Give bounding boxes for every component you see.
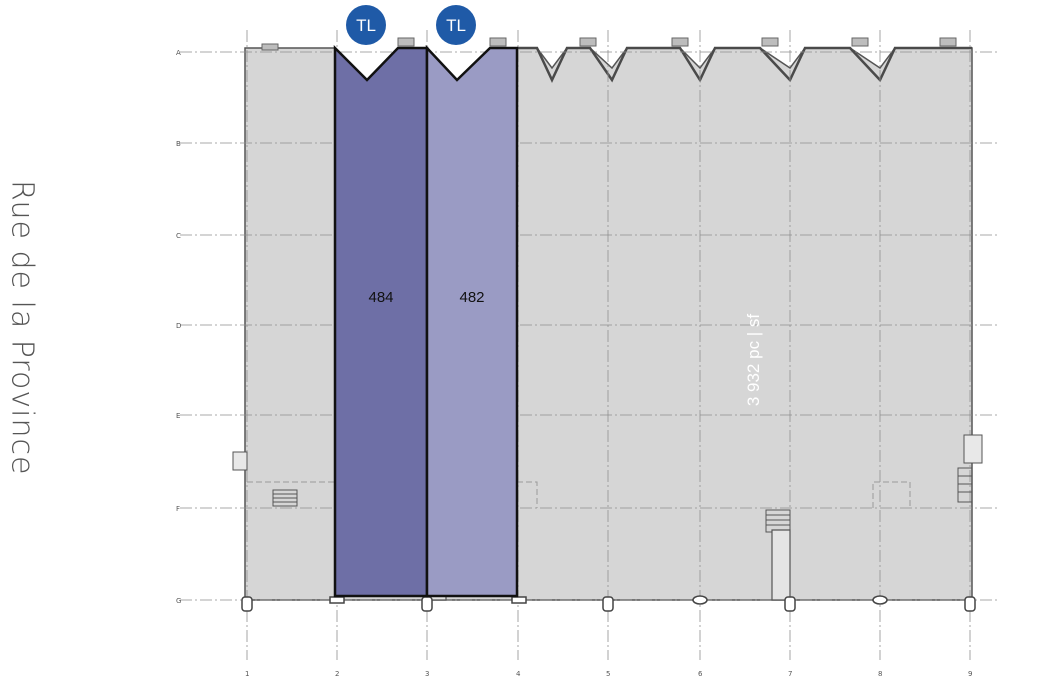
tl-badge-484[interactable]: TL bbox=[346, 5, 386, 45]
col-marker-7: 7 bbox=[788, 670, 792, 678]
row-markers: A B C D E F G bbox=[176, 49, 181, 605]
col-marker-4: 4 bbox=[516, 670, 521, 678]
column-footings bbox=[241, 595, 976, 612]
street-name-text: Rue de la Province bbox=[4, 180, 40, 476]
row-marker-g: G bbox=[176, 597, 181, 605]
area-label: 3 932 pc | sf bbox=[744, 314, 763, 407]
side-entrances bbox=[232, 434, 983, 471]
row-marker-d: D bbox=[176, 322, 181, 330]
unit-484-number: 484 bbox=[368, 289, 393, 306]
dock-doors bbox=[261, 37, 957, 51]
col-marker-3: 3 bbox=[425, 670, 429, 678]
col-marker-2: 2 bbox=[335, 670, 339, 678]
col-marker-6: 6 bbox=[698, 670, 703, 678]
street-name: Rue de la Province bbox=[2, 158, 42, 498]
unit-484-area[interactable] bbox=[333, 44, 429, 598]
row-marker-b: B bbox=[176, 140, 181, 148]
mezzanine-line-right bbox=[872, 481, 911, 508]
column-markers: 1 2 3 4 5 6 7 8 9 bbox=[245, 670, 972, 678]
row-marker-c: C bbox=[176, 232, 181, 240]
col-marker-9: 9 bbox=[968, 670, 972, 678]
col-marker-8: 8 bbox=[878, 670, 882, 678]
unit-482-number: 482 bbox=[459, 289, 484, 306]
row-marker-a: A bbox=[176, 49, 181, 57]
col-marker-1: 1 bbox=[245, 670, 249, 678]
mezzanine-line bbox=[247, 481, 538, 508]
tl-badge-484-text: TL bbox=[356, 16, 376, 35]
unit-482-area[interactable] bbox=[425, 44, 519, 598]
tl-badge-482-text: TL bbox=[446, 16, 466, 35]
row-marker-e: E bbox=[176, 412, 180, 420]
grid-rows bbox=[180, 51, 1000, 601]
tl-badge-482[interactable]: TL bbox=[436, 5, 476, 45]
col-marker-5: 5 bbox=[606, 670, 610, 678]
row-marker-f: F bbox=[176, 505, 180, 513]
